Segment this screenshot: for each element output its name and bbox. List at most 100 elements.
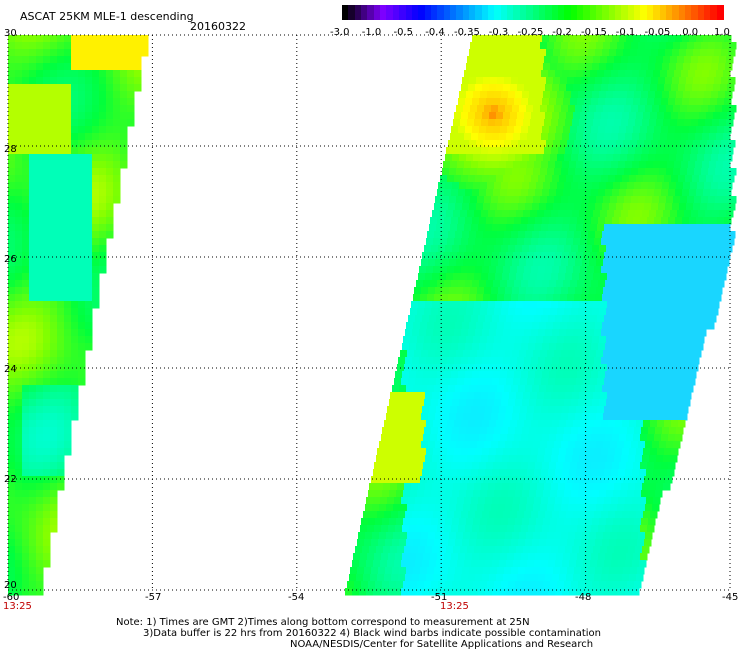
swath-cell	[662, 427, 670, 435]
swath-cell	[634, 490, 642, 498]
swath-cell	[481, 455, 489, 463]
swath-cell	[127, 91, 135, 99]
swath-cell	[363, 574, 371, 582]
swath-cell	[609, 203, 617, 211]
swath-cell	[484, 168, 492, 176]
swath-cell	[729, 196, 737, 204]
swath-cell	[509, 546, 517, 554]
swath-cell	[113, 105, 121, 113]
swath-cell	[611, 588, 619, 596]
swath-cell	[50, 315, 58, 323]
swath-cell	[390, 546, 398, 554]
swath-cell	[560, 322, 568, 330]
swath-cell	[85, 126, 93, 134]
swath-cell	[383, 546, 391, 554]
swath-cell	[724, 126, 732, 134]
swath-cell	[29, 84, 37, 92]
swath-cell	[669, 399, 677, 407]
swath-cell	[644, 231, 652, 239]
swath-cell	[15, 483, 23, 491]
swath-layer	[8, 35, 737, 596]
swath-cell	[358, 532, 366, 540]
swath-cell	[615, 266, 623, 274]
swath-cell	[113, 49, 121, 57]
swath-cell	[585, 154, 593, 162]
swath-cell	[646, 224, 654, 232]
swath-cell	[662, 154, 670, 162]
swath-cell	[467, 455, 475, 463]
swath-cell	[522, 336, 530, 344]
swath-cell	[382, 518, 390, 526]
swath-cell	[57, 371, 65, 379]
swath-cell	[682, 280, 690, 288]
swath-cell	[670, 119, 678, 127]
swath-cell	[440, 511, 448, 519]
swath-cell	[459, 245, 467, 253]
swath-cell	[533, 105, 541, 113]
swath-cell	[127, 63, 135, 71]
swath-cell	[568, 350, 576, 358]
swath-cell	[372, 532, 380, 540]
swath-cell	[625, 378, 633, 386]
swath-cell	[462, 203, 470, 211]
swath-cell	[15, 273, 23, 281]
swath-cell	[676, 336, 684, 344]
swath-cell	[556, 35, 564, 43]
swath-cell	[551, 273, 559, 281]
swath-cell	[597, 161, 605, 169]
swath-cell	[36, 539, 44, 547]
swath-cell	[670, 301, 678, 309]
swath-cell	[716, 224, 724, 232]
swath-cell	[516, 483, 524, 491]
swath-cell	[697, 154, 705, 162]
swath-cell	[699, 238, 707, 246]
swath-cell	[617, 532, 625, 540]
swath-cell	[384, 420, 392, 428]
swath-cell	[57, 455, 65, 463]
swath-cell	[482, 420, 490, 428]
swath-cell	[593, 210, 601, 218]
swath-cell	[492, 315, 500, 323]
swath-cell	[521, 280, 529, 288]
swath-cell	[554, 441, 562, 449]
swath-cell	[451, 343, 459, 351]
swath-cell	[557, 308, 565, 316]
swath-cell	[429, 406, 437, 414]
swath-cell	[701, 168, 709, 176]
swath-cell	[729, 168, 737, 176]
swath-cell	[656, 364, 664, 372]
swath-cell	[700, 231, 708, 239]
swath-cell	[432, 546, 440, 554]
swath-cell	[471, 560, 479, 568]
swath-cell	[557, 581, 565, 589]
swath-cell	[630, 539, 638, 547]
swath-cell	[603, 105, 611, 113]
colorbar-segment	[456, 5, 464, 20]
swath-cell	[445, 427, 453, 435]
swath-cell	[15, 588, 23, 596]
swath-cell	[527, 252, 535, 260]
swath-cell	[134, 35, 142, 43]
swath-cell	[590, 133, 598, 141]
swath-cell	[443, 252, 451, 260]
swath-cell	[29, 525, 37, 533]
swath-cell	[446, 392, 454, 400]
swath-cell	[489, 448, 497, 456]
swath-cell	[466, 182, 474, 190]
swath-cell	[401, 378, 409, 386]
swath-cell	[371, 539, 379, 547]
swath-cell	[29, 196, 37, 204]
swath-cell	[92, 301, 100, 309]
swath-cell	[416, 280, 424, 288]
swath-cell	[594, 112, 602, 120]
swath-cell	[462, 77, 470, 85]
swath-cell	[633, 126, 641, 134]
swath-cell	[532, 140, 540, 148]
swath-cell	[663, 301, 671, 309]
swath-cell	[689, 35, 697, 43]
swath-cell	[467, 301, 475, 309]
swath-cell	[590, 378, 598, 386]
swath-cell	[629, 574, 637, 582]
swath-cell	[50, 476, 58, 484]
swath-cell	[71, 189, 79, 197]
